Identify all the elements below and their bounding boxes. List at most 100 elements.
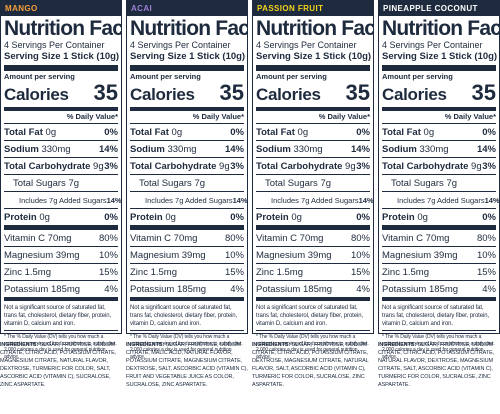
nutrient-row: Vitamin C 70mg 80% — [130, 230, 244, 247]
calories-value: 35 — [345, 80, 370, 105]
flavor-label: MANGO — [1, 1, 121, 16]
nutrient-daily-value: 4% — [230, 283, 244, 295]
nutrient-row: Vitamin C 70mg 80% — [256, 230, 370, 247]
nutrient-name: Protein 0g — [256, 212, 302, 223]
nutrient-daily-value: 14% — [224, 143, 244, 155]
nutrient-daily-value: 14% — [476, 143, 496, 155]
vitamin-list: Vitamin C 70mg 80% Magnesium 39mg 10% Zinc 1… — [256, 230, 370, 301]
nutrient-row: Total Carbohydrate 9g 3% — [256, 158, 370, 175]
nutrient-list: Total Fat 0g 0% Sodium 330mg 14% Total Carbo… — [382, 124, 500, 230]
nutrient-row: Total Carbohydrate 9g 3% — [130, 158, 244, 175]
nutrient-label: Zinc — [256, 266, 274, 278]
calories-value: 35 — [93, 80, 118, 105]
nutrient-name: Protein 0g — [130, 212, 176, 223]
serving-size: Serving Size 1 Stick (10g) — [4, 51, 119, 71]
nutrient-label: Sodium — [4, 143, 39, 155]
nutrient-label: Sodium — [256, 143, 291, 155]
nutrient-row: Total Carbohydrate 9g 3% — [4, 158, 118, 175]
nutrient-daily-value: 0% — [104, 126, 118, 138]
nutrient-name: Total Carbohydrate 9g — [130, 161, 230, 172]
nutrient-name: Potassium 185mg — [130, 284, 206, 295]
not-significant-note: Not a significant source of saturated fa… — [256, 304, 370, 331]
nutrient-row: Protein 0g 0% — [130, 209, 244, 230]
nutrient-name: Total Fat 0g — [130, 127, 182, 138]
nutrient-name: Total Sugars 7g — [382, 178, 457, 189]
nutrient-row: Sodium 330mg 14% — [256, 141, 370, 158]
amount-per-serving: Amount per serving — [382, 72, 453, 81]
calories-label: Calories — [130, 85, 195, 104]
nutrient-name: Total Sugars 7g — [4, 178, 79, 189]
nutrient-name: Zinc 1.5mg — [256, 267, 303, 278]
nutrient-amount: 0g — [417, 211, 428, 223]
nutrient-amount: 39mg — [433, 249, 458, 261]
nutrient-daily-value: 14% — [232, 195, 248, 205]
nutrition-panel: ACAI Nutrition Facts 4 Servings Per Cont… — [126, 0, 248, 414]
nutrient-row: Zinc 1.5mg 15% — [130, 264, 244, 281]
calories-value: 35 — [471, 80, 496, 105]
nutrient-amount: 0g — [423, 126, 435, 138]
nutrient-daily-value: 0% — [482, 211, 496, 223]
ingredients-label: INGREDIENTS: — [126, 342, 165, 348]
nutrient-row: Potassium 185mg 4% — [382, 281, 496, 301]
nutrient-amount: 9g — [471, 160, 482, 172]
nutrient-row: Zinc 1.5mg 15% — [382, 264, 496, 281]
nutrient-daily-value: 0% — [230, 211, 244, 223]
nutrient-amount: 1.5mg — [24, 266, 51, 278]
calories-row: Calories 35 — [256, 82, 370, 111]
nutrient-name: Vitamin C 70mg — [382, 233, 449, 244]
nutrient-row: Magnesium 39mg 10% — [130, 247, 244, 264]
nutrient-label: Total Fat — [4, 126, 43, 138]
nutrition-panel: PINEAPPLE COCONUT Nutrition Facts 4 Serv… — [378, 0, 500, 414]
nutrient-amount: 0g — [171, 126, 183, 138]
calories-label: Calories — [4, 85, 69, 104]
nutrient-daily-value: 10% — [350, 249, 370, 261]
nutrient-daily-value: 80% — [224, 232, 244, 244]
nutrient-label: Zinc — [4, 266, 22, 278]
nutrient-daily-value: 10% — [98, 249, 118, 261]
nutrient-amount: 330mg — [293, 143, 323, 155]
vitamin-list: Vitamin C 70mg 80% Magnesium 39mg 10% Zinc 1… — [130, 230, 244, 301]
daily-value-header: % Daily Value* — [382, 111, 496, 124]
flavor-label: ACAI — [127, 1, 247, 16]
nutrient-amount: 0g — [45, 126, 57, 138]
nutrient-label: Total Carbohydrate — [382, 160, 469, 172]
nutrient-name: Potassium 185mg — [256, 284, 332, 295]
nutrient-name: Zinc 1.5mg — [4, 267, 51, 278]
nutrient-name: Sodium 330mg — [256, 144, 323, 155]
nutrient-name: Magnesium 39mg — [4, 250, 80, 261]
nutrient-label: Protein — [4, 211, 37, 223]
servings-per-container: 4 Servings Per Container — [4, 40, 105, 50]
nutrient-label: Magnesium — [4, 249, 54, 261]
nutrient-daily-value: 80% — [98, 232, 118, 244]
nutrient-amount: 7g — [68, 177, 80, 189]
nutrient-amount: 39mg — [55, 249, 80, 261]
nutrient-row: Sodium 330mg 14% — [382, 141, 496, 158]
nutrient-daily-value: 0% — [356, 211, 370, 223]
nutrient-amount: 70mg — [299, 232, 324, 244]
nutrition-panel: MANGO Nutrition Facts 4 Servings Per Con… — [0, 0, 122, 414]
nutrient-amount: 39mg — [307, 249, 332, 261]
nutrient-name: Total Carbohydrate 9g — [256, 161, 356, 172]
nutrient-label: Magnesium — [256, 249, 306, 261]
vitamin-list: Vitamin C 70mg 80% Magnesium 39mg 10% Zinc 1… — [382, 230, 496, 301]
ingredients-label: INGREDIENTS: — [0, 342, 39, 348]
nutrient-name: Protein 0g — [382, 212, 428, 223]
ingredients-text: INGREDIENTS: SUGAR, FRUCTOSE, SODIUM CIT… — [126, 341, 248, 389]
nutrient-amount: 0g — [165, 211, 176, 223]
nutrient-label: Total Sugars — [13, 177, 66, 189]
nutrient-amount: 70mg — [425, 232, 450, 244]
nutrient-label: Includes 7g Added Sugars — [271, 195, 359, 205]
nutrition-facts-box: PASSION FRUIT Nutrition Facts 4 Servings… — [252, 0, 374, 360]
serving-size: Serving Size 1 Stick (10g) — [382, 51, 497, 71]
calories-label: Calories — [256, 85, 321, 104]
nutrient-name: Vitamin C 70mg — [4, 233, 71, 244]
nutrient-row: Zinc 1.5mg 15% — [256, 264, 370, 281]
nutrient-row: Total Fat 0g 0% — [382, 124, 496, 141]
nutrient-name: Sodium 330mg — [4, 144, 71, 155]
nutrient-row: Total Fat 0g 0% — [4, 124, 118, 141]
calories-row: Calories 35 — [382, 82, 496, 111]
nutrient-name: Total Sugars 7g — [130, 178, 205, 189]
nutrient-label: Vitamin C — [382, 232, 424, 244]
amount-per-serving: Amount per serving — [256, 72, 327, 81]
